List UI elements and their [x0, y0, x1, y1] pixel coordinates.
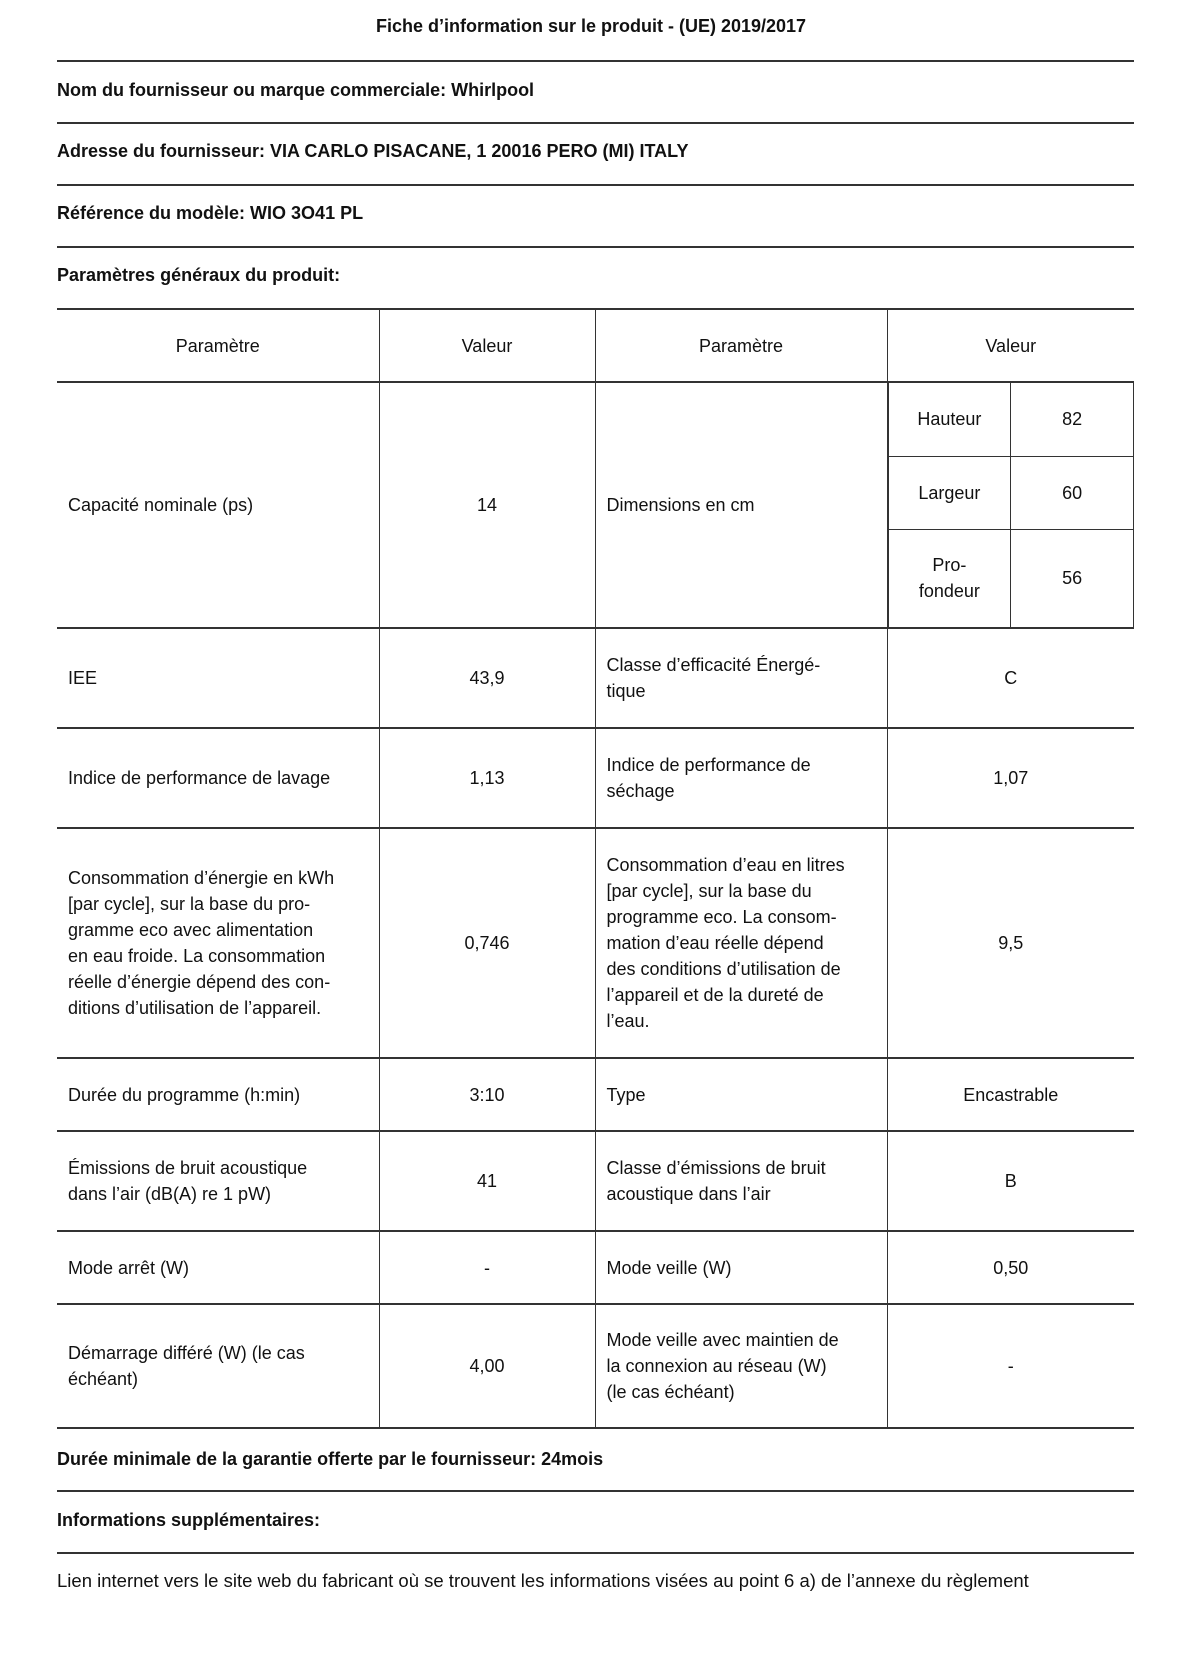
header-value: Valeur: [378, 308, 596, 383]
divider: [57, 60, 1134, 62]
param-label: Consommation d’eau en litres [par cycle]…: [594, 827, 888, 1059]
param-value: 3:10: [378, 1057, 596, 1132]
table-row: Durée du programme (h:min) 3:10 Type Encast…: [57, 1057, 1134, 1132]
capacity-value: 14: [378, 381, 596, 629]
width-label: Largeur: [887, 455, 1012, 530]
table-row: Consommation d’énergie en kWh [par cycle…: [57, 827, 1134, 1059]
param-label: Durée du programme (h:min): [57, 1057, 380, 1132]
param-value: -: [378, 1230, 596, 1305]
general-params-heading: Paramètres généraux du produit:: [57, 265, 341, 285]
model-reference: Référence du modèle: WIO 3O41 PL: [57, 203, 364, 223]
table-row: Démarrage différé (W) (le cas échéant) 4,…: [57, 1303, 1134, 1429]
param-label: Classe d’efficacité Énergé- tique: [594, 627, 888, 729]
additional-info-heading: Informations supplémentaires:: [57, 1510, 321, 1530]
divider: [57, 1490, 1134, 1492]
table-row: IEE 43,9 Classe d’efficacité Énergé- tique…: [57, 627, 1134, 729]
param-value: C: [886, 627, 1134, 729]
param-value: Encastrable: [886, 1057, 1134, 1132]
param-label: Mode veille (W): [594, 1230, 888, 1305]
dimensions-cell: Hauteur 82 Largeur 60 Pro- fondeur 56: [886, 381, 1135, 629]
param-label: Classe d’émissions de bruit acoustique d…: [594, 1130, 888, 1232]
param-value: 0,50: [886, 1230, 1134, 1305]
document-title: Fiche d’information sur le produit - (UE…: [375, 16, 807, 36]
param-label: Démarrage différé (W) (le cas échéant): [57, 1303, 380, 1429]
table-row: Indice de performance de lavage 1,13 Indic…: [57, 727, 1134, 829]
supplier-name: Nom du fournisseur ou marque commerciale…: [57, 80, 535, 100]
capacity-label: Capacité nominale (ps): [57, 381, 380, 629]
height-value: 82: [1010, 383, 1134, 457]
supplier-address: Adresse du fournisseur: VIA CARLO PISACA…: [57, 141, 689, 161]
height-label: Hauteur: [887, 383, 1012, 457]
warranty: Durée minimale de la garantie offerte pa…: [57, 1449, 604, 1469]
table-row: Émissions de bruit acoustique dans l’air…: [57, 1130, 1134, 1232]
manufacturer-link-text: Lien internet vers le site web du fabric…: [57, 1570, 1029, 1591]
width-value: 60: [1010, 455, 1134, 530]
dimensions-subtable: Hauteur 82 Largeur 60 Pro- fondeur 56: [887, 383, 1135, 627]
parameters-table: Paramètre Valeur Paramètre Valeur Capaci…: [57, 308, 1134, 1429]
param-label: Type: [594, 1057, 888, 1132]
table-header-row: Paramètre Valeur Paramètre Valeur: [57, 308, 1134, 383]
depth-value: 56: [1010, 528, 1134, 627]
param-label: Indice de performance de séchage: [594, 727, 888, 829]
header-parameter: Paramètre: [594, 308, 888, 383]
table-row: Mode arrêt (W) - Mode veille (W) 0,50: [57, 1230, 1134, 1305]
param-label: Mode veille avec maintien de la connexio…: [594, 1303, 888, 1429]
param-value: 4,00: [378, 1303, 596, 1429]
dimensions-label: Dimensions en cm: [594, 381, 888, 629]
param-value: 9,5: [886, 827, 1134, 1059]
param-value: 0,746: [378, 827, 596, 1059]
param-label: Émissions de bruit acoustique dans l’air…: [57, 1130, 380, 1232]
param-value: 1,07: [886, 727, 1134, 829]
param-label: Consommation d’énergie en kWh [par cycle…: [57, 827, 380, 1059]
param-value: B: [886, 1130, 1134, 1232]
header-value: Valeur: [886, 308, 1134, 383]
param-label: Indice de performance de lavage: [57, 727, 380, 829]
param-label: IEE: [57, 627, 380, 729]
divider: [57, 184, 1134, 186]
param-value: 43,9: [378, 627, 596, 729]
depth-label: Pro- fondeur: [887, 528, 1012, 627]
param-value: 41: [378, 1130, 596, 1232]
table-row: Capacité nominale (ps) 14 Dimensions en …: [57, 381, 1135, 629]
divider: [57, 122, 1134, 124]
param-value: 1,13: [378, 727, 596, 829]
divider: [57, 246, 1134, 248]
header-parameter: Paramètre: [57, 308, 380, 383]
divider: [57, 1552, 1134, 1554]
param-label: Mode arrêt (W): [57, 1230, 380, 1305]
param-value: -: [886, 1303, 1134, 1429]
